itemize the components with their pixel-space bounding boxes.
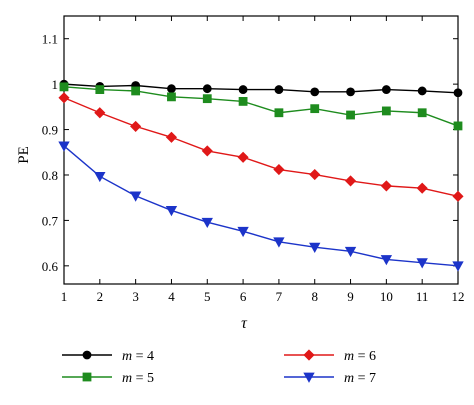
- data-point: [309, 242, 321, 254]
- legend-label: m = 4: [122, 349, 154, 364]
- legend-label: m = 7: [344, 371, 376, 386]
- legend-item: m = 4: [62, 349, 154, 364]
- x-tick-label: 2: [97, 289, 104, 304]
- data-point: [273, 163, 285, 176]
- data-point: [95, 85, 105, 94]
- data-point: [453, 88, 463, 98]
- x-tick-label: 11: [416, 289, 429, 304]
- data-point: [129, 191, 142, 202]
- series-line: [63, 86, 459, 127]
- data-point: [94, 171, 106, 183]
- y-tick-label: 0.6: [42, 259, 59, 274]
- x-tick-label: 7: [276, 289, 283, 304]
- data-point: [274, 108, 284, 118]
- legend-marker: [303, 349, 315, 361]
- data-point: [381, 106, 391, 116]
- y-axis: 0.6 0.7 0.8 0.9 1 1.1: [42, 32, 458, 274]
- x-tick-label: 9: [347, 289, 354, 304]
- data-point: [238, 96, 248, 106]
- data-point: [452, 190, 464, 202]
- data-point: [202, 84, 212, 94]
- legend-item: m = 6: [284, 349, 376, 364]
- y-tick-label: 0.7: [42, 213, 59, 228]
- data-point: [165, 206, 178, 217]
- data-point: [274, 85, 284, 94]
- x-tick-label: 10: [380, 289, 393, 304]
- legend: m = 4 m = 5 m = 6 m = 7: [62, 349, 376, 386]
- data-point: [94, 107, 106, 119]
- data-point: [167, 84, 176, 94]
- data-point: [238, 85, 248, 94]
- data-point: [58, 92, 70, 104]
- data-point: [416, 182, 428, 194]
- x-tick-label: 8: [311, 289, 318, 304]
- data-point: [58, 141, 70, 152]
- data-point: [417, 108, 427, 118]
- data-point: [201, 145, 213, 157]
- series-layer: [58, 79, 464, 272]
- series-1: [59, 79, 463, 98]
- data-point: [59, 82, 69, 92]
- legend-item: m = 7: [284, 371, 376, 386]
- legend-item: m = 5: [62, 371, 154, 386]
- legend-marker: [82, 372, 92, 382]
- data-point: [131, 86, 141, 96]
- y-axis-label: PE: [16, 146, 32, 164]
- data-point: [453, 121, 463, 131]
- series-3: [58, 92, 464, 202]
- x-tick-label: 1: [61, 289, 68, 304]
- data-point: [346, 110, 355, 120]
- legend-marker: [303, 372, 315, 383]
- data-point: [380, 180, 392, 192]
- legend-marker: [82, 350, 92, 360]
- y-tick-label: 1: [52, 77, 59, 92]
- series-4: [58, 141, 464, 272]
- series-2: [59, 82, 463, 131]
- data-point: [237, 226, 249, 238]
- legend-label: m = 6: [344, 349, 376, 364]
- data-point: [417, 86, 427, 96]
- y-tick-label: 0.9: [42, 123, 58, 138]
- y-tick-label: 1.1: [42, 32, 58, 47]
- x-axis-label: τ: [241, 315, 248, 332]
- data-point: [309, 168, 321, 181]
- data-point: [380, 255, 393, 266]
- x-tick-label: 3: [132, 289, 139, 304]
- series-line: [63, 97, 459, 198]
- series-line: [63, 145, 459, 267]
- data-point: [202, 94, 212, 104]
- series-line: [63, 83, 459, 94]
- x-tick-label: 5: [204, 289, 211, 304]
- data-point: [452, 261, 464, 272]
- data-point: [344, 246, 357, 258]
- data-point: [344, 175, 357, 187]
- data-point: [273, 237, 285, 248]
- x-tick-label: 4: [168, 289, 175, 304]
- data-point: [165, 131, 178, 143]
- x-tick-label: 12: [452, 289, 465, 304]
- legend-label: m = 5: [122, 371, 154, 386]
- x-axis: 1 2 3 4 5 6 7 8 9 10 11 12: [61, 16, 465, 304]
- data-point: [310, 104, 320, 114]
- plot-frame: [63, 15, 459, 285]
- data-point: [346, 87, 355, 97]
- data-point: [416, 258, 428, 269]
- data-point: [381, 85, 391, 94]
- data-point: [167, 92, 176, 102]
- data-point: [130, 120, 142, 132]
- data-point: [310, 87, 320, 97]
- data-point: [201, 217, 213, 229]
- x-tick-label: 6: [240, 289, 247, 304]
- data-point: [237, 151, 249, 163]
- y-tick-label: 0.8: [42, 168, 58, 183]
